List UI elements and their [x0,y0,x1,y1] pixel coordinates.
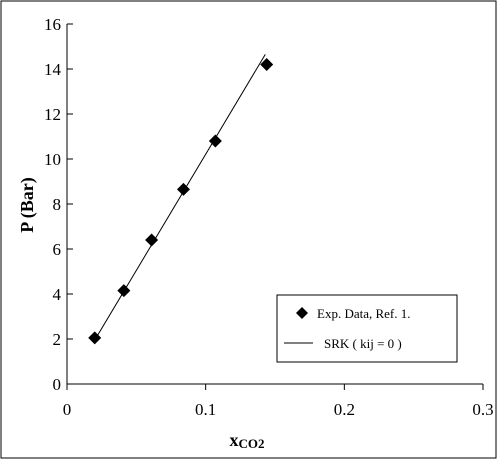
data-marks [88,54,274,345]
x-tick-label: 0.3 [472,400,493,419]
data-point-diamond [88,331,102,345]
y-tick-label: 4 [53,285,62,304]
legend-marker-diamond [296,307,308,319]
y-tick-label: 14 [44,60,62,79]
data-point-diamond [117,284,131,298]
x-tick-label: 0.1 [195,400,216,419]
data-point-diamond [208,134,222,148]
x-tick-label: 0.2 [334,400,355,419]
y-tick-label: 6 [53,240,62,259]
legend-box [276,294,458,363]
data-point-diamond [176,182,190,196]
y-tick-label: 8 [53,195,62,214]
y-tick-label: 12 [44,105,61,124]
data-point-diamond [145,233,159,247]
x-axis-title-main: x [230,430,239,450]
x-axis-title: xCO2 [230,430,265,451]
y-tick-label: 0 [53,375,62,394]
data-point-diamond [260,58,274,71]
y-axis: 0 2 4 6 8 10 12 14 16 [44,15,73,394]
legend-label-srk: SRK ( kij = 0 ) [324,336,402,351]
y-tick-label: 2 [53,330,62,349]
y-tick-label: 10 [44,150,61,169]
legend-label-exp-data: Exp. Data, Ref. 1. [317,306,411,321]
x-tick-label: 0 [63,400,72,419]
series-line-srk [94,54,266,341]
y-axis-title: P (Bar) [17,177,38,233]
x-axis: 0 0.1 0.2 0.3 [63,384,494,419]
x-axis-title-sub: CO2 [239,436,265,451]
y-tick-label: 16 [44,15,61,34]
legend: Exp. Data, Ref. 1. SRK ( kij = 0 ) [276,294,458,363]
